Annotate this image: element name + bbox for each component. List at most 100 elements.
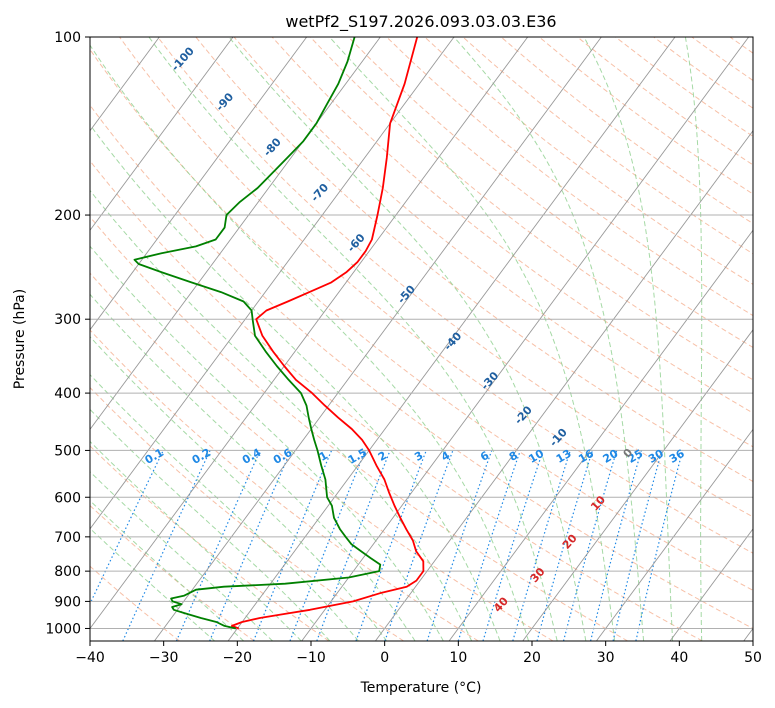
isotherm [90,37,529,630]
dry-adiabat [348,37,753,348]
x-tick-label: −30 [149,650,179,666]
dry-adiabat-label: 10 [588,493,608,513]
sounding-profiles [133,37,425,630]
moist-adiabat [90,408,331,641]
dry-adiabat [90,445,330,641]
moist-adiabat-label: -90 [213,90,236,114]
moist-adiabat [453,37,645,641]
isotherm [227,37,676,641]
mixing-ratio-line [426,450,493,641]
isotherm [301,37,750,641]
moist-adiabat-label: -70 [308,181,331,205]
moist-adiabat [90,189,473,641]
dry-adiabat-label: 30 [528,565,548,585]
y-tick-label: 100 [54,30,81,46]
moist-adiabat-label: -80 [261,135,284,159]
moist-adiabat-label: -50 [395,283,418,307]
x-tick-label: 30 [597,650,615,666]
dry-adiabat [386,37,753,317]
mixing-ratio-label: 2 [376,449,389,464]
moist-adiabat-label: -100 [169,44,197,73]
moist-adiabat-label: -20 [512,403,535,427]
dewpoint-profile [133,37,382,630]
dry-adiabat [90,565,180,641]
x-axis-title: Temperature (°C) [360,680,482,696]
mixing-ratio-line [90,450,164,606]
moist-adiabat [228,37,587,641]
dry-adiabat [615,37,753,137]
isotherm [522,329,753,641]
y-tick-label: 1000 [45,621,81,637]
dry-adiabat [424,37,753,285]
x-tick-label: 40 [670,650,688,666]
moist-adiabat-label: -60 [345,231,368,255]
mixing-ratio-label: 13 [554,447,574,466]
dry-adiabat [653,37,753,109]
dry-adiabat [90,48,753,591]
isotherm [90,37,455,530]
moist-adiabat [148,37,558,641]
x-tick-label: 0 [380,650,389,666]
mixing-ratio-line [316,450,391,641]
dry-adiabat [309,37,753,381]
dry-adiabat [195,37,753,483]
mixing-ratio-line [175,450,261,641]
isotherm [375,129,753,641]
moist-adiabat [684,37,703,641]
dry-adiabat [233,37,753,448]
chart-title: wetPf2_S197.2026.093.03.03.E36 [285,12,556,32]
mixing-ratio-label: 10 [526,447,546,466]
mixing-ratio-line [355,450,427,641]
mixing-ratio-lines [90,450,684,641]
y-axis: 100 200 300 400 500 600 700 800 900 1000 [45,30,90,637]
mixing-ratio-label: 6 [478,449,491,464]
moist-adiabat [90,499,245,641]
moist-adiabat [90,373,359,641]
y-tick-label: 200 [54,208,81,224]
mixing-ratio-line [562,450,618,641]
y-tick-label: 400 [54,386,81,402]
dry-adiabat-label: 40 [491,594,511,614]
x-tick-label: −20 [223,650,253,666]
y-tick-label: 600 [54,490,81,506]
y-axis-title: Pressure (hPa) [12,289,28,389]
moist-adiabat [90,293,416,641]
mixing-ratio-line [289,450,366,641]
moist-adiabat [90,471,273,641]
mixing-ratio-line [457,450,521,641]
y-tick-label: 300 [54,312,81,328]
moist-adiabat-label: -40 [441,329,464,353]
moist-adiabat-label: -10 [547,426,570,450]
isotherm [448,229,753,641]
isotherm [90,37,381,431]
mixing-ratio-line [590,450,642,641]
isobars [90,37,753,629]
mixing-ratio-label: 0.2 [190,446,213,467]
mixing-ratio-line [482,450,544,641]
dry-adiabat-label: 20 [560,531,580,551]
dry-adiabat [157,37,753,518]
dry-adiabat [90,504,255,641]
mixing-ratio-label: 16 [576,447,596,466]
mixing-ratio-label: 1.5 [346,446,369,467]
mixing-ratio-label: 36 [667,447,687,466]
moist-adiabat [90,123,501,641]
dry-adiabat [90,216,628,641]
isotherm [90,37,234,232]
isotherms [0,37,753,641]
mixing-ratio-line [612,450,663,641]
isotherm [669,528,753,641]
plot-background: 0.1 0.2 0.4 0.6 1 1.5 2 3 4 6 8 10 13 16 20 25 30 36-100-… [0,37,753,641]
dry-adiabat [691,37,753,82]
isotherm [154,37,602,641]
moist-adiabat [90,44,530,641]
dry-adiabat [577,37,753,166]
y-tick-label: 800 [54,564,81,580]
isotherm [0,37,12,641]
isotherm [743,627,753,641]
x-tick-label: −40 [75,650,105,666]
mixing-ratio-label: 30 [646,447,666,466]
mixing-ratio-line [512,450,571,641]
dry-adiabat [271,37,753,414]
